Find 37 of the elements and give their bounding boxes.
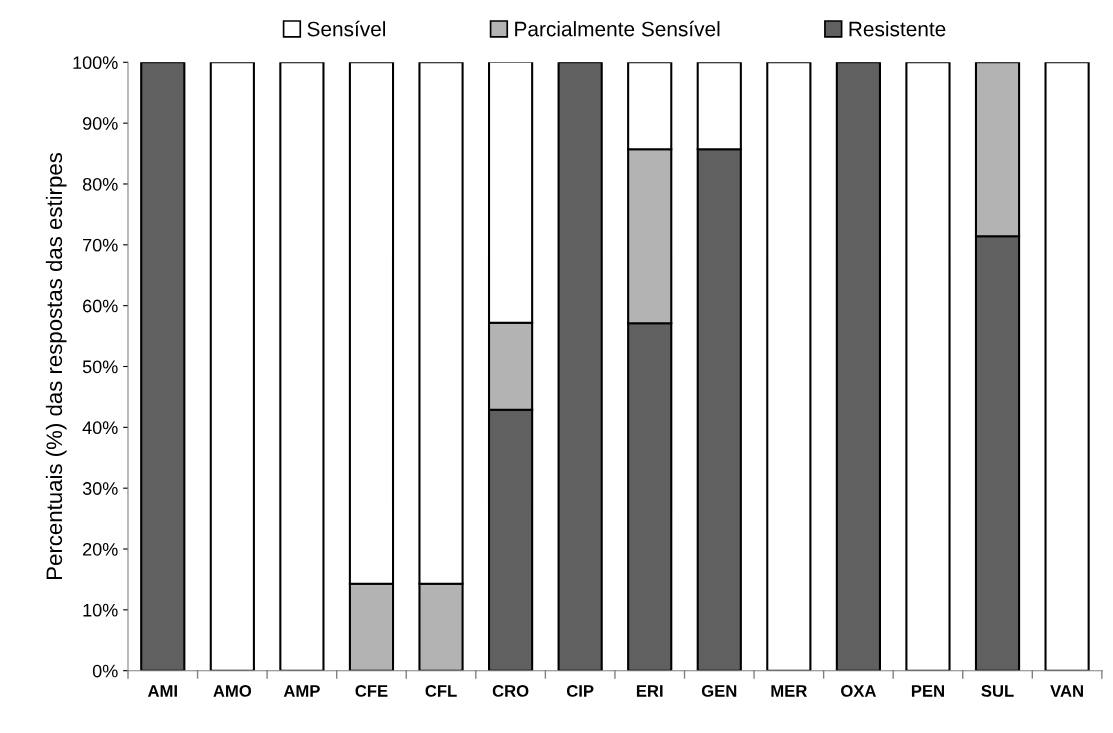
y-tick-label: 0% (92, 664, 118, 678)
legend-label: Resistente (849, 21, 946, 37)
x-tick-label: SUL (981, 685, 1014, 697)
bar (1044, 62, 1090, 671)
y-tick-label: 10% (83, 603, 118, 617)
x-tick-label: VAN (1050, 685, 1083, 697)
x-tick-label: OXA (841, 685, 877, 697)
bar (557, 62, 603, 671)
x-tick-label: CFE (355, 685, 388, 697)
y-tick-label: 50% (82, 360, 118, 374)
bar (140, 62, 186, 671)
y-tick-label: 20% (83, 542, 118, 556)
bar (835, 62, 882, 671)
y-tick-label: 100% (73, 56, 118, 70)
x-tick-label: PEN (911, 685, 944, 697)
y-axis-title: Percentuais (%) das respostas das estirpes (45, 152, 67, 579)
bar (766, 62, 812, 671)
x-tick-label: AMO (213, 685, 252, 697)
x-tick-label: MER (771, 685, 808, 697)
x-tick-label: CRO (492, 685, 529, 697)
x-tick-label: ERI (636, 685, 663, 697)
y-tick-label: 40% (82, 421, 118, 435)
y-tick-label: 80% (82, 177, 118, 191)
bar (209, 62, 255, 671)
y-tick-label: 90% (82, 117, 118, 130)
x-tick-label: CFL (425, 685, 457, 697)
y-tick-label: 30% (82, 482, 118, 495)
y-tick-label: 60% (83, 299, 118, 313)
x-tick-label: AMI (147, 685, 177, 697)
y-tick-label: 70% (83, 238, 118, 252)
x-tick-label: GEN (701, 685, 737, 697)
legend-label: Sensível (307, 20, 386, 37)
x-tick-label: AMP (283, 685, 320, 697)
x-tick-label: CIP (566, 685, 594, 697)
bar (279, 62, 325, 671)
bar (905, 62, 951, 671)
legend-label: Parcialmente Sensível (515, 20, 720, 37)
